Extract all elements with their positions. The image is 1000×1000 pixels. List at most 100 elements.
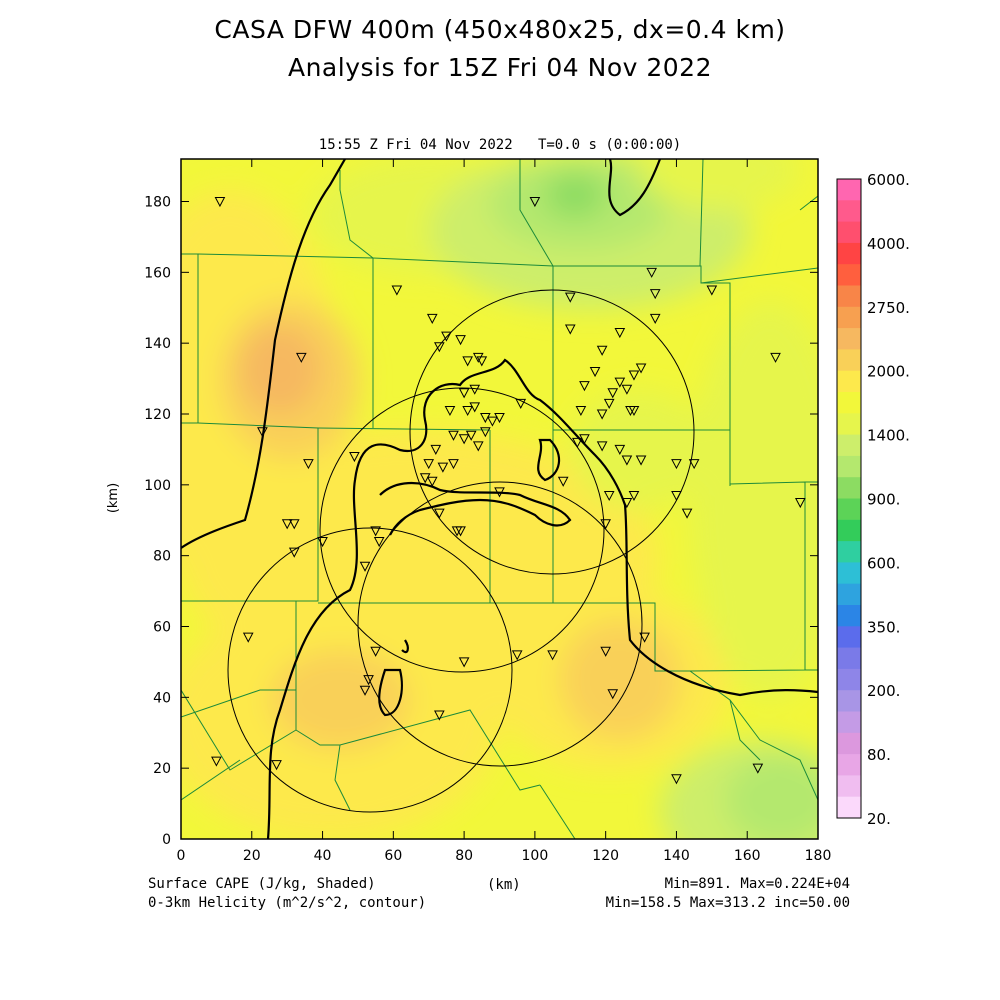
station-marker: [596, 409, 608, 420]
station-marker: [462, 356, 473, 367]
county-boundaries: [181, 159, 818, 839]
x-tick-label: 20: [243, 848, 261, 864]
station-marker: [603, 490, 615, 502]
station-marker: [423, 459, 435, 470]
helicity-contours: [227, 289, 695, 813]
x-tick-label: 60: [384, 848, 402, 864]
colorbar-swatch: [837, 541, 861, 563]
colorbar-swatch: [837, 583, 861, 606]
plot-frame: [180, 158, 819, 840]
colorbar-swatch: [837, 179, 861, 201]
colorbar-label: 80.: [867, 746, 891, 764]
station-marker: [480, 427, 491, 438]
station-marker: [426, 476, 438, 487]
station-marker: [214, 197, 226, 208]
station-markers: [211, 197, 806, 785]
station-marker: [458, 434, 470, 445]
station-marker: [487, 416, 498, 427]
station-marker: [257, 427, 268, 438]
station-marker: [455, 526, 466, 537]
station-marker: [455, 335, 466, 346]
station-marker: [621, 455, 633, 466]
colorbar-swatch: [837, 285, 861, 308]
station-marker: [600, 646, 611, 657]
colorbar-label: 20.: [867, 810, 891, 828]
station-marker: [465, 430, 477, 441]
station-marker: [625, 405, 636, 417]
station-marker: [589, 367, 601, 378]
station-marker: [211, 756, 222, 767]
x-tick-label: 140: [663, 848, 690, 864]
colorbar-swatch: [837, 605, 861, 627]
station-marker: [317, 537, 328, 548]
station-marker: [529, 197, 541, 208]
station-marker: [706, 285, 718, 296]
station-marker: [476, 356, 488, 367]
y-tick-label: 40: [153, 690, 171, 706]
station-marker: [426, 313, 438, 324]
station-marker: [434, 710, 445, 721]
colorbar-swatch: [837, 477, 861, 499]
station-marker: [752, 763, 764, 774]
colorbar-swatch: [837, 221, 861, 244]
colorbar-swatch: [837, 796, 861, 819]
station-marker: [671, 774, 682, 785]
station-marker: [448, 430, 459, 441]
station-marker: [671, 459, 682, 470]
station-marker: [621, 498, 633, 509]
colorbar-swatch: [837, 242, 861, 265]
station-marker: [458, 657, 470, 668]
colorbar-swatch: [837, 711, 861, 734]
footer-left-line2: 0-3km Helicity (m^2/s^2, contour): [148, 895, 427, 911]
station-marker: [373, 537, 385, 548]
station-marker: [359, 561, 371, 572]
station-marker: [614, 377, 626, 388]
cape-shading: [181, 159, 818, 839]
station-marker: [628, 370, 640, 381]
station-marker: [635, 363, 647, 374]
station-marker: [579, 381, 590, 392]
heavy-contours: [181, 159, 818, 839]
station-marker: [557, 476, 569, 487]
colorbar-swatch: [837, 732, 861, 755]
colorbar-swatch: [837, 690, 861, 712]
y-tick-label: 180: [144, 195, 171, 211]
station-marker: [469, 402, 481, 413]
x-tick-label: 180: [805, 848, 832, 864]
colorbar-label: 200.: [867, 682, 900, 700]
station-marker: [288, 519, 300, 530]
station-marker: [770, 352, 781, 363]
station-marker: [458, 388, 470, 399]
colorbar-swatch: [837, 647, 861, 670]
x-tick-label: 40: [314, 848, 332, 864]
station-marker: [430, 444, 442, 455]
station-marker: [572, 437, 583, 448]
plot-title-line2: Analysis for 15Z Fri 04 Nov 2022: [287, 53, 712, 82]
colorbar-swatch: [837, 370, 861, 393]
station-marker: [671, 490, 682, 502]
plot-title-line1: CASA DFW 400m (450x480x25, dx=0.4 km): [214, 15, 786, 44]
station-marker: [281, 519, 293, 530]
colorbar-swatch: [837, 754, 861, 776]
station-marker: [639, 632, 650, 643]
station-marker: [600, 519, 611, 530]
station-marker: [649, 289, 661, 300]
time-offset: T=0.0 s (0:00:00): [537, 137, 682, 153]
footer-right-line1: Min=891. Max=0.224E+04: [664, 876, 850, 892]
colorbar-label: 600.: [867, 554, 900, 572]
colorbar-swatch: [837, 498, 861, 521]
time-header: 15:55 Z Fri 04 Nov 2022 T=0.0 s (0:00:00…: [180, 137, 820, 153]
station-marker: [469, 384, 481, 395]
station-marker: [444, 405, 456, 417]
colorbar-swatch: [837, 392, 861, 414]
time-stamp: 15:55 Z Fri 04 Nov 2022: [318, 137, 513, 153]
station-marker: [628, 405, 640, 417]
station-marker: [288, 547, 300, 558]
colorbar-frame: [836, 178, 862, 819]
y-tick-label: 0: [162, 832, 171, 848]
colorbar-label: 350.: [867, 618, 900, 636]
colorbar-swatch: [837, 519, 861, 542]
station-marker: [419, 473, 431, 484]
station-marker: [646, 267, 658, 278]
station-marker: [515, 398, 527, 409]
